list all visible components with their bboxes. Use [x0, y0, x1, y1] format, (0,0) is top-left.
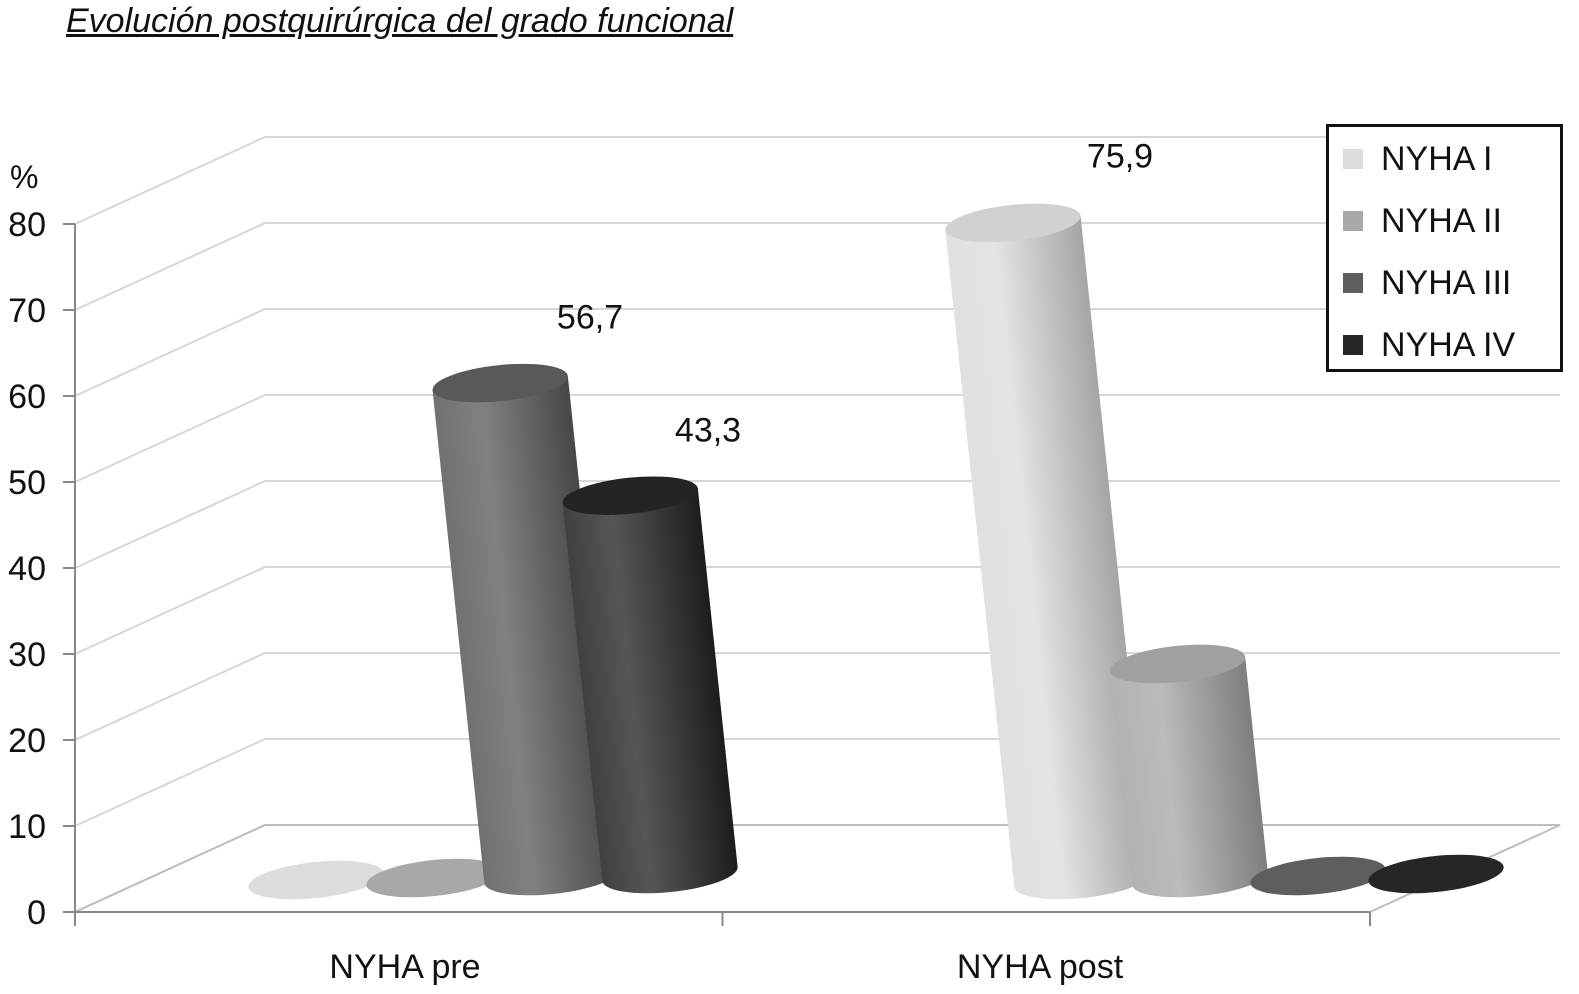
- bar-nyha-post-nyha-iii-disc: [1250, 856, 1386, 896]
- bar-nyha-post-nyha-i-top: [945, 203, 1081, 243]
- data-label-nyha-post-nyha-i: 75,9: [1087, 137, 1153, 175]
- gridline-side: [74, 566, 266, 655]
- bar-nyha-pre-nyha-ii: [366, 858, 502, 898]
- chart-title: Evolución postquirúrgica del grado funci…: [66, 2, 734, 40]
- gridline-side: [74, 480, 266, 569]
- legend-label-nyha-iv: NYHA IV: [1381, 325, 1516, 364]
- bar-nyha-pre-nyha-i-disc: [248, 860, 384, 900]
- bar-nyha-post-nyha-iv-disc: [1368, 854, 1504, 894]
- legend-swatch-nyha-i: [1343, 149, 1363, 169]
- legend-item-nyha-iv: NYHA IV: [1343, 325, 1515, 365]
- y-tick-label: 10: [8, 808, 46, 846]
- bar-nyha-post-nyha-iv: [1368, 854, 1504, 894]
- data-label-nyha-pre-nyha-iii: 56,7: [557, 298, 623, 336]
- legend-label-nyha-ii: NYHA II: [1381, 201, 1502, 240]
- gridline-side: [74, 394, 266, 483]
- axes: [63, 223, 1561, 926]
- x-category-label: NYHA pre: [329, 948, 480, 986]
- y-tick-label: 0: [27, 894, 46, 932]
- x-category-labels: NYHA pre NYHA post: [329, 948, 1123, 986]
- data-labels: 56,7 43,3 75,9: [557, 137, 1153, 449]
- bar-nyha-pre-nyha-iv-body: [562, 488, 738, 894]
- legend-swatch-nyha-ii: [1343, 211, 1363, 231]
- bar-nyha-post-nyha-ii-body: [1109, 656, 1268, 898]
- legend-label-nyha-i: NYHA I: [1381, 139, 1493, 178]
- y-axis-label: %: [10, 159, 38, 195]
- bar-nyha-pre-nyha-ii-disc: [366, 858, 502, 898]
- gridline-side: [74, 136, 266, 225]
- legend-item-nyha-iii: NYHA III: [1343, 263, 1511, 303]
- bar-nyha-post-nyha-ii-top: [1109, 644, 1246, 684]
- gridline-side: [74, 738, 266, 827]
- gridline-side: [74, 308, 266, 397]
- legend-swatch-nyha-iv: [1343, 335, 1363, 355]
- legend-label-nyha-iii: NYHA III: [1381, 263, 1512, 302]
- y-tick-label: 50: [8, 464, 46, 502]
- bar-nyha-pre-nyha-i: [248, 860, 384, 900]
- bars: [248, 203, 1504, 900]
- y-tick-label: 70: [8, 292, 46, 330]
- y-tick-labels: 0 10 20 30 40 50 60 70 80: [8, 206, 46, 932]
- legend-swatch-nyha-iii: [1343, 273, 1363, 293]
- y-tick-label: 20: [8, 722, 46, 760]
- gridline-side: [74, 652, 266, 741]
- bar-nyha-post-nyha-i: [945, 203, 1150, 900]
- y-tick-label: 60: [8, 378, 46, 416]
- bar-nyha-pre-nyha-iii-top: [432, 363, 568, 403]
- bar-nyha-post-nyha-ii: [1109, 644, 1268, 898]
- bar-nyha-post-nyha-iii: [1250, 856, 1386, 896]
- legend-item-nyha-i: NYHA I: [1343, 139, 1492, 179]
- bar-nyha-pre-nyha-iv: [562, 476, 738, 894]
- bar-nyha-post-nyha-i-body: [945, 215, 1150, 900]
- x-category-label: NYHA post: [957, 948, 1124, 986]
- gridline-side: [74, 222, 266, 311]
- bar-nyha-pre-nyha-iv-top: [562, 476, 698, 515]
- y-tick-label: 40: [8, 550, 46, 588]
- data-label-nyha-pre-nyha-iv: 43,3: [675, 412, 741, 450]
- y-tick-label: 80: [8, 206, 46, 244]
- y-tick-label: 30: [8, 636, 46, 674]
- legend-item-nyha-ii: NYHA II: [1343, 201, 1502, 241]
- legend: NYHA I NYHA II NYHA III NYHA IV: [1326, 124, 1563, 372]
